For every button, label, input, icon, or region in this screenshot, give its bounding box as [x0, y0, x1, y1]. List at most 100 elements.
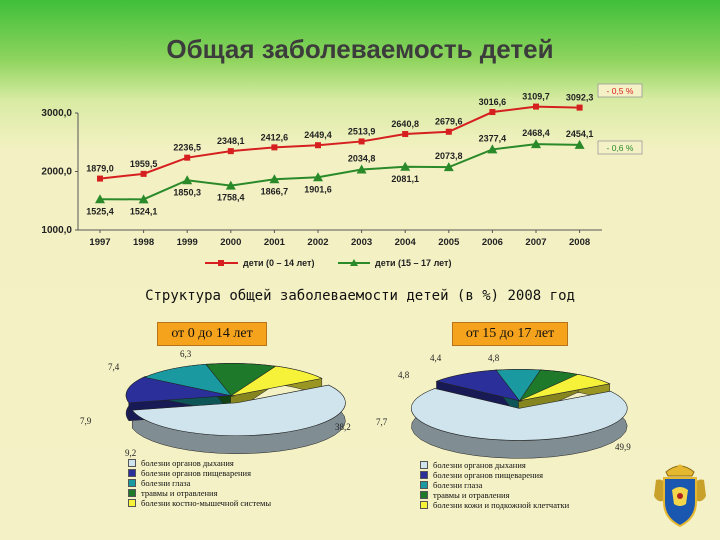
left-legend-swatch — [128, 459, 136, 467]
point-15-17 — [443, 162, 454, 172]
page-title: Общая заболеваемость детей — [166, 34, 554, 64]
data-label-0-14: 1879,0 — [86, 164, 114, 174]
right-legend-label: травмы и отравления — [433, 490, 510, 500]
data-label-15-17: 2073,8 — [435, 151, 463, 161]
right-legend-label: болезни глаза — [433, 480, 483, 490]
left-legend-label: болезни глаза — [141, 478, 191, 488]
pie-right-value-label: 4,4 — [430, 353, 442, 363]
right-legend-item: болезни органов дыхания — [420, 460, 569, 470]
data-label-15-17: 1850,3 — [173, 187, 201, 197]
data-label-15-17: 2454,1 — [566, 129, 594, 139]
point-15-17 — [356, 164, 367, 174]
data-label-0-14: 2513,9 — [348, 126, 376, 136]
pie-left-slice-1 — [125, 376, 235, 404]
point-0-14 — [140, 170, 147, 177]
group-label-0-14: от 0 до 14 лет — [157, 322, 267, 346]
x-tick-label: 2001 — [264, 237, 286, 248]
point-0-14 — [227, 148, 234, 155]
right-legend-label: болезни кожи и подкожной клетчатки — [433, 500, 570, 510]
point-15-17 — [182, 175, 193, 185]
annotation-text: - 0,5 % — [607, 86, 634, 96]
group-label-15-17: от 15 до 17 лет — [452, 322, 568, 346]
right-legend-swatch — [420, 491, 428, 499]
x-tick-label: 2005 — [438, 237, 460, 248]
legend-marker-15-17 — [350, 259, 358, 266]
x-tick-label: 1998 — [133, 237, 154, 248]
pie-left-slice-4 — [230, 365, 323, 397]
x-tick-label: 2008 — [569, 237, 590, 248]
y-tick-label: 1000,0 — [41, 225, 72, 236]
point-15-17 — [269, 174, 280, 184]
data-label-0-14: 2412,6 — [261, 132, 289, 142]
point-0-14 — [402, 131, 409, 138]
left-legend-item: болезни костно-мышечной системы — [128, 498, 271, 508]
data-label-0-14: 1959,5 — [130, 159, 158, 169]
pie-left-value-label: 6,3 — [180, 349, 192, 359]
pie-right-value-label: 4,8 — [398, 370, 410, 380]
series-line-0-14 — [99, 105, 580, 180]
left-legend-swatch — [128, 469, 136, 477]
data-label-0-14: 3092,3 — [566, 93, 594, 103]
point-15-17 — [574, 139, 585, 149]
left-legend-item: болезни глаза — [128, 478, 271, 488]
left-legend-item: травмы и отравления — [128, 488, 271, 498]
left-legend-item: болезни органов пищеварения — [128, 468, 271, 478]
point-15-17 — [225, 180, 236, 190]
pie-right-slice-0 — [411, 388, 628, 441]
data-label-15-17: 2081,1 — [391, 174, 419, 184]
point-0-14 — [271, 144, 278, 151]
x-tick-label: 1997 — [89, 237, 110, 248]
left-legend-label: болезни органов дыхания — [141, 458, 234, 468]
legend-label-15-17: дети (15 – 17 лет) — [375, 258, 451, 268]
data-label-0-14: 2236,5 — [173, 143, 201, 153]
pie-left-slice-0 — [131, 384, 346, 437]
data-label-0-14: 2640,8 — [391, 119, 419, 129]
right-legend-label: болезни органов пищеварения — [433, 470, 543, 480]
x-tick-label: 2000 — [220, 237, 241, 248]
point-15-17 — [95, 194, 105, 204]
point-15-17 — [531, 139, 541, 149]
point-15-17 — [400, 161, 411, 171]
data-label-0-14: 3109,7 — [522, 92, 550, 102]
point-15-17 — [487, 144, 498, 154]
pie-left-value-label: 7,9 — [80, 416, 92, 426]
point-15-17 — [313, 172, 323, 182]
data-label-0-14: 2449,4 — [304, 130, 332, 140]
annotation-text: - 0,6 % — [607, 143, 634, 153]
right-legend-swatch — [420, 501, 428, 509]
left-legend-label: болезни органов пищеварения — [141, 468, 251, 478]
y-tick-label: 3000,0 — [41, 108, 72, 119]
right-legend-item: травмы и отравления — [420, 490, 569, 500]
legend-label-0-14: дети (0 – 14 лет) — [243, 258, 314, 268]
pie-chart-0-14: 38,2 9,2 7,9 7,4 6,3 — [80, 349, 351, 458]
data-label-15-17: 1524,1 — [130, 206, 158, 216]
point-0-14 — [533, 103, 539, 110]
series-line-15-17 — [99, 143, 580, 201]
point-15-17 — [138, 194, 149, 204]
point-0-14 — [445, 128, 452, 135]
right-legend-swatch — [420, 461, 428, 469]
data-label-15-17: 1758,4 — [217, 193, 245, 203]
right-legend-label: болезни органов дыхания — [433, 460, 526, 470]
x-tick-label: 1999 — [177, 237, 198, 248]
x-tick-label: 2003 — [351, 237, 372, 248]
point-0-14 — [184, 154, 191, 161]
data-label-15-17: 1525,4 — [86, 206, 114, 216]
left-legend-swatch — [128, 499, 136, 507]
x-tick-label: 2007 — [525, 237, 546, 248]
right-legend-swatch — [420, 471, 428, 479]
point-0-14 — [97, 175, 103, 182]
pie-right-value-label: 4,8 — [488, 353, 500, 363]
data-label-15-17: 2468,4 — [522, 128, 550, 138]
left-legend-swatch — [128, 489, 136, 497]
annotation-box — [597, 83, 643, 98]
data-label-0-14: 2679,6 — [435, 117, 463, 127]
pie-right-value-label: 49,9 — [615, 442, 631, 452]
pie-right-value-label: 7,7 — [376, 417, 388, 427]
right-legend-item: болезни кожи и подкожной клетчатки — [420, 500, 569, 510]
x-tick-label: 2004 — [395, 237, 417, 248]
right-legend-item: болезни органов пищеварения — [420, 470, 569, 480]
point-0-14 — [315, 142, 321, 149]
pie-right-slice-4 — [518, 373, 611, 402]
legend-marker-0-14 — [218, 260, 224, 266]
